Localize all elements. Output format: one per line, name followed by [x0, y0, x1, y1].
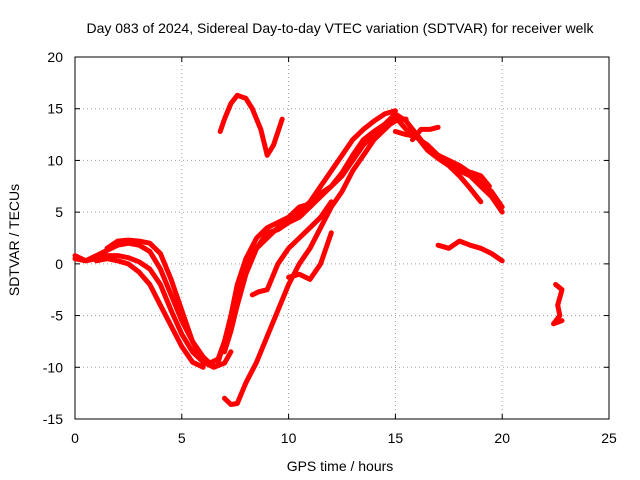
y-axis-label: SDTVAR / TECUs	[6, 184, 22, 296]
series-track-p	[461, 168, 492, 189]
y-tick-label: 15	[47, 101, 63, 117]
x-tick-label: 5	[178, 430, 186, 446]
data-series	[72, 92, 565, 407]
series-track-n	[392, 129, 484, 205]
series-track-e	[215, 108, 398, 365]
y-tick-label: 5	[55, 204, 63, 220]
y-tick-label: 20	[47, 49, 63, 65]
x-tick-label: 10	[281, 430, 297, 446]
y-tick-label: -10	[43, 359, 63, 375]
y-tick-label: -5	[51, 308, 64, 324]
series-track-j	[286, 230, 334, 282]
x-tick-label: 0	[71, 430, 79, 446]
series-track-r	[551, 282, 565, 327]
series-track-g	[232, 113, 398, 313]
series-track-d	[104, 237, 217, 368]
series-track-h	[222, 116, 409, 407]
series-track-q	[435, 238, 505, 264]
axis-ticks: 0 5 10 15 20 25 -15 -10 -5 0 5 10 15 20	[43, 49, 617, 446]
y-tick-label: -15	[43, 411, 63, 427]
series-track-b	[72, 253, 234, 370]
series-track-a	[72, 240, 238, 366]
x-axis-label: GPS time / hours	[287, 458, 394, 474]
x-tick-label: 15	[388, 430, 404, 446]
y-tick-label: 0	[55, 256, 63, 272]
series-track-f	[222, 118, 398, 355]
x-tick-label: 20	[494, 430, 510, 446]
series-track-k	[217, 92, 285, 158]
series-track-o	[410, 124, 441, 143]
chart-title: Day 083 of 2024, Sidereal Day-to-day VTE…	[86, 20, 594, 36]
series-track-c	[93, 256, 206, 370]
x-tick-label: 25	[601, 430, 617, 446]
y-tick-label: 10	[47, 152, 63, 168]
plot-frame	[74, 56, 610, 420]
grid-lines	[75, 57, 609, 419]
series-track-i	[249, 199, 334, 298]
